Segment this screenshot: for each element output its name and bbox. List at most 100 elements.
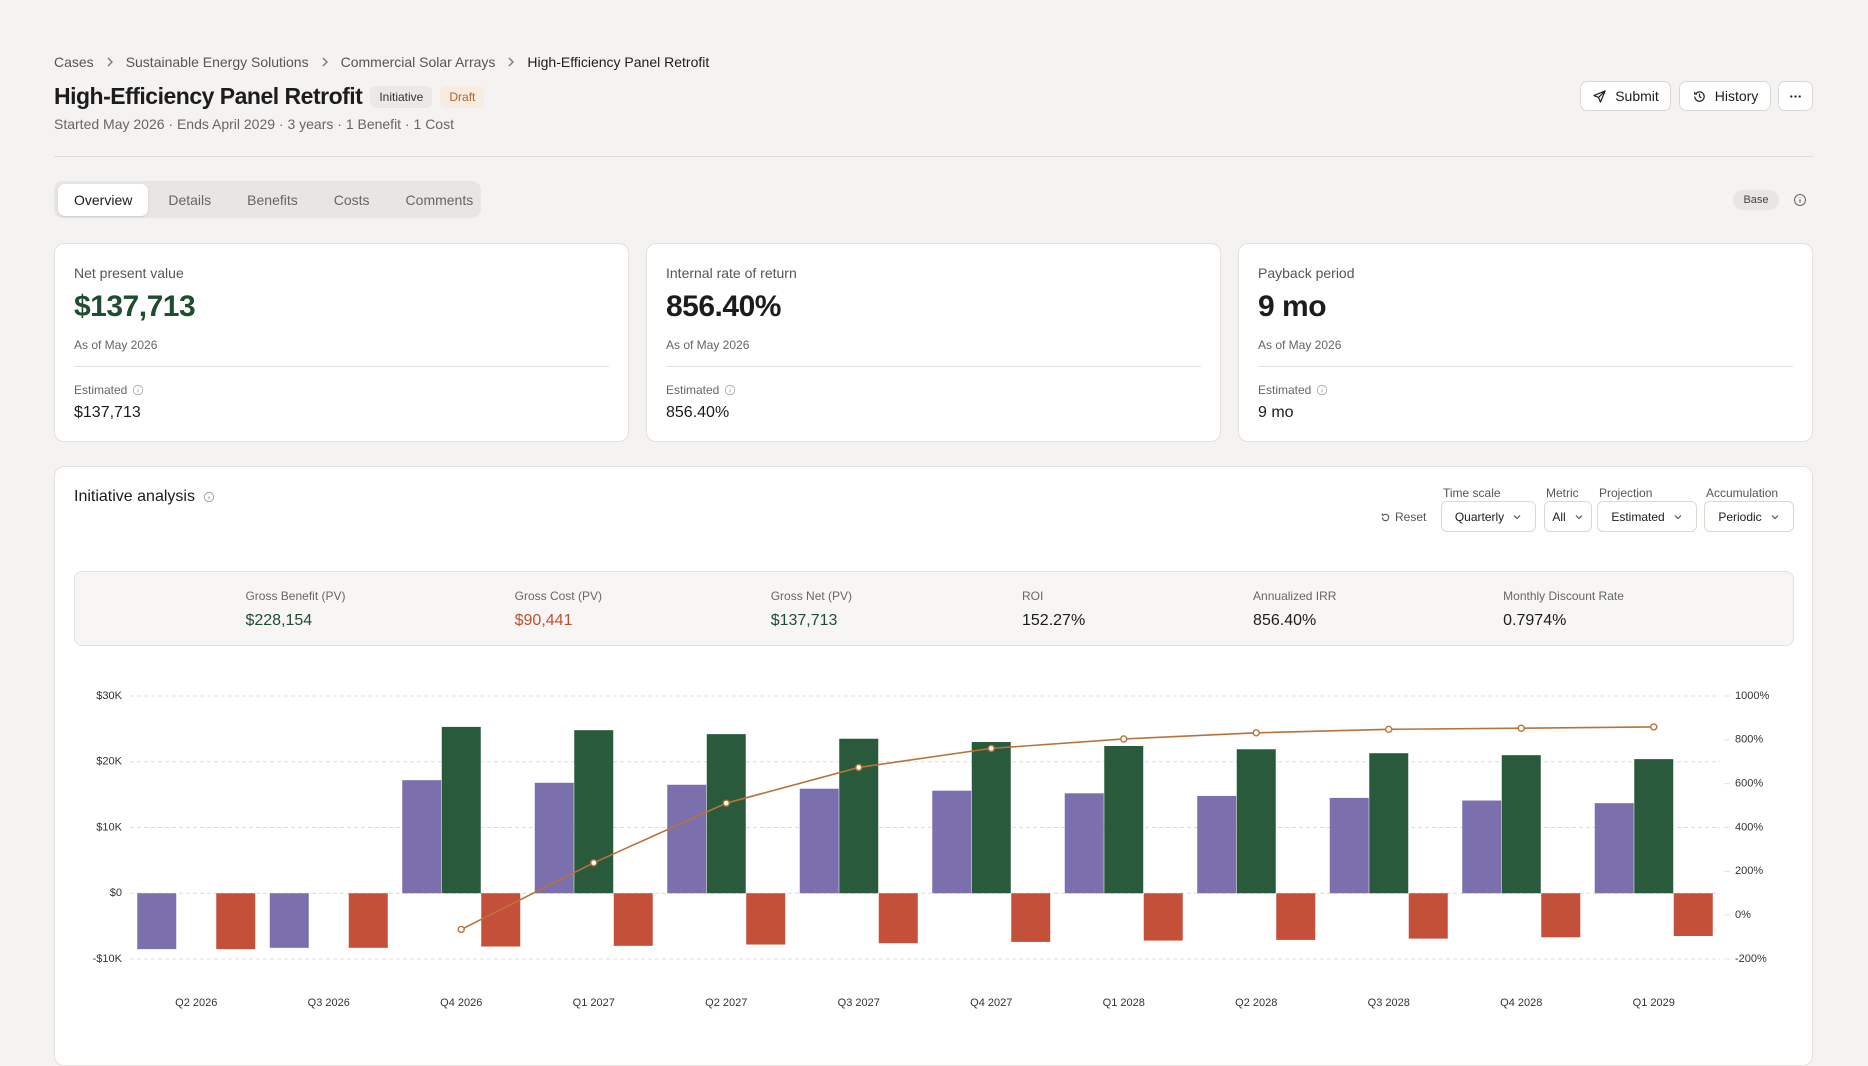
kpi-card: Payback period 9 mo As of May 2026 Estimate… (1238, 243, 1813, 442)
bar (799, 788, 839, 894)
line-point (1517, 724, 1525, 732)
info-icon[interactable] (1793, 193, 1807, 207)
badge: Draft (440, 85, 485, 108)
analysis-title: Initiative analysis (74, 488, 215, 506)
summary-item: Annualized IRR 856.40% (1253, 589, 1336, 630)
info-icon (133, 384, 144, 396)
info-icon[interactable] (203, 491, 215, 503)
title-text: Initiative analysis (74, 488, 195, 505)
tab[interactable]: Costs (333, 191, 370, 208)
bar (1329, 797, 1369, 894)
bar (1501, 755, 1541, 894)
bar (441, 726, 481, 894)
control-label: Metric (1546, 486, 1579, 500)
kpi-sub-label: Estimated (666, 383, 736, 397)
kpi-sub-label: Estimated (1258, 383, 1328, 397)
kpi-as-of: As of May 2026 (666, 338, 750, 352)
kpi-value: $137,713 (74, 290, 196, 323)
summary-value: $228,154 (245, 612, 313, 629)
summary-value: 0.7974% (1503, 612, 1567, 629)
bar (481, 893, 521, 947)
chevron (107, 57, 113, 67)
tab[interactable]: Details (168, 191, 212, 208)
crumb[interactable]: Cases (54, 54, 94, 70)
kpi-value: 856.40% (666, 290, 781, 323)
y-tick-label: -$10K (93, 953, 123, 965)
badge: Initiative (370, 85, 433, 108)
chevron (1674, 514, 1682, 519)
more-button[interactable] (1778, 81, 1813, 111)
history-button[interactable]: History (1679, 81, 1771, 111)
dropdown[interactable]: Quarterly (1441, 501, 1536, 532)
kpi-sub-value: 856.40% (666, 404, 730, 421)
x-tick-label: Q4 2028 (1500, 997, 1542, 1009)
chevron (1575, 514, 1583, 519)
y2-tick-label: 400% (1735, 821, 1763, 833)
dropdown-value: Estimated (1611, 509, 1665, 524)
bar (216, 893, 256, 950)
kpi-as-of: As of May 2026 (1258, 338, 1342, 352)
y2-tick-label: 200% (1735, 865, 1763, 877)
divider (74, 366, 609, 367)
y2-tick-label: -200% (1735, 953, 1767, 965)
line-point (987, 744, 995, 753)
crumb[interactable]: Commercial Solar Arrays (340, 54, 496, 70)
control-label: Projection (1599, 486, 1653, 500)
reset-label: Reset (1395, 510, 1427, 524)
line-point (722, 799, 730, 807)
reset-button[interactable]: Reset (1380, 510, 1426, 524)
sub-label-text: Estimated (74, 383, 128, 397)
kpi-card: Net present value $137,713 As of May 2026 E… (54, 243, 629, 442)
chevron (322, 57, 328, 67)
y-tick-label: $0 (110, 887, 122, 899)
info-icon (1317, 384, 1328, 396)
x-tick-label: Q2 2026 (175, 997, 217, 1009)
summary-value: $90,441 (514, 612, 573, 629)
submit-button[interactable]: Submit (1580, 81, 1671, 111)
bar (971, 742, 1011, 894)
bar (1408, 893, 1448, 939)
bar (1276, 893, 1316, 940)
bar (706, 734, 746, 894)
dropdown[interactable]: All (1544, 501, 1592, 532)
bar (137, 893, 177, 950)
x-tick-label: Q3 2026 (308, 997, 350, 1009)
y-tick-label: $20K (96, 756, 122, 768)
x-tick-label: Q4 2026 (440, 997, 482, 1009)
tab[interactable]: Benefits (247, 191, 298, 208)
dropdown[interactable]: Periodic (1704, 501, 1794, 532)
summary-item: Gross Net (PV) $137,713 (771, 589, 852, 630)
bar (269, 893, 309, 948)
summary-label: ROI (1022, 589, 1044, 603)
x-tick-label: Q1 2028 (1103, 997, 1145, 1009)
bar (1104, 745, 1144, 894)
kpi-label: Internal rate of return (666, 265, 797, 281)
x-tick-label: Q4 2027 (970, 997, 1012, 1009)
kpi-label: Net present value (74, 265, 184, 281)
scenario-pill[interactable]: Base (1733, 190, 1779, 210)
chevron (1513, 514, 1521, 519)
x-tick-label: Q2 2027 (705, 997, 747, 1009)
subtitle: Started May 2026 · Ends April 2029 · 3 y… (54, 116, 454, 132)
dropdown[interactable]: Estimated (1597, 501, 1697, 532)
breadcrumb: Cases Sustainable Energy Solutions Comme… (54, 54, 709, 70)
tabs: Overview Details Benefits Costs Comments (54, 181, 481, 218)
divider (666, 366, 1201, 367)
bar (1634, 759, 1674, 894)
sub-label-text: Estimated (666, 383, 720, 397)
kpi-sub-value: $137,713 (74, 404, 141, 421)
button-label: History (1714, 88, 1759, 104)
chevron (508, 57, 515, 67)
bar (348, 893, 388, 948)
summary-label: Gross Benefit (PV) (245, 589, 346, 603)
y2-tick-label: 0% (1735, 909, 1751, 921)
dots-icon (1790, 94, 1801, 98)
tab[interactable]: Comments (405, 191, 474, 208)
crumb[interactable]: Sustainable Energy Solutions (125, 54, 309, 70)
summary-label: Gross Net (PV) (770, 589, 853, 603)
summary-label: Monthly Discount Rate (1503, 589, 1624, 603)
tab[interactable]: Overview (58, 183, 149, 216)
control-label: Accumulation (1706, 486, 1779, 500)
kpi-sub-value: 9 mo (1258, 404, 1294, 421)
